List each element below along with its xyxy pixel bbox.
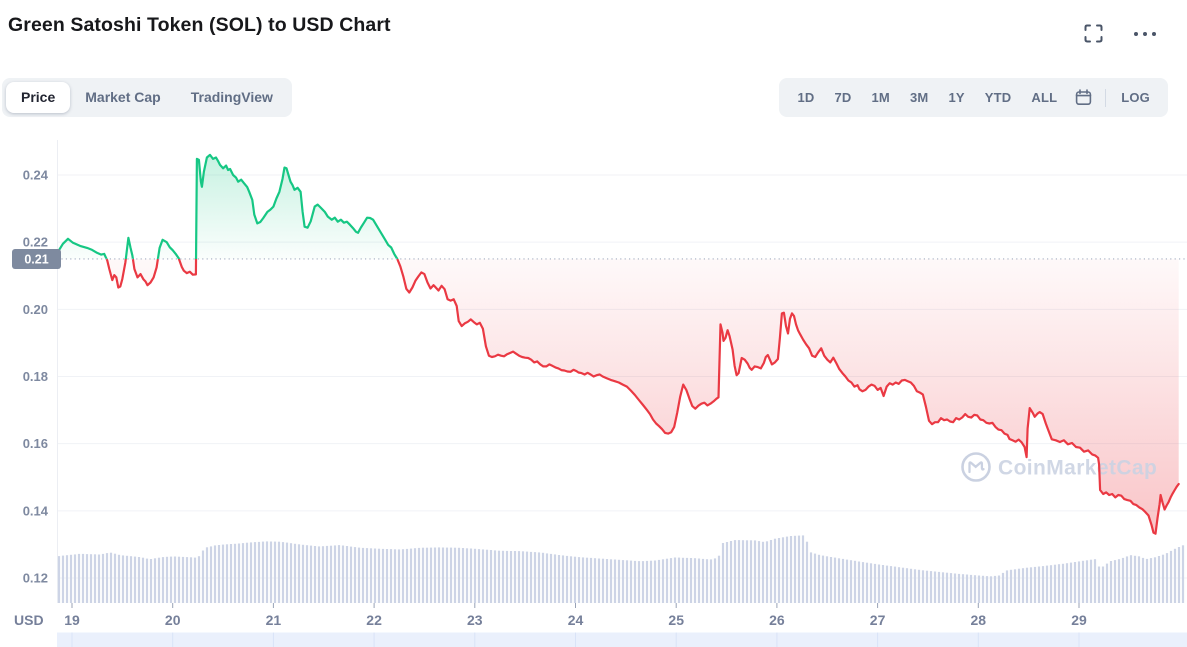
range-1y[interactable]: 1Y (948, 90, 965, 105)
fullscreen-icon[interactable] (1084, 24, 1103, 43)
chart-type-tabs: Price Market Cap TradingView (2, 78, 292, 117)
svg-text:20: 20 (165, 612, 181, 628)
page-title: Green Satoshi Token (SOL) to USD Chart (8, 14, 391, 36)
svg-text:21: 21 (266, 612, 282, 628)
svg-text:22: 22 (366, 612, 382, 628)
volume-bars (57, 535, 1185, 603)
svg-text:0.16: 0.16 (23, 436, 48, 451)
svg-text:CoinMarketCap: CoinMarketCap (998, 457, 1157, 480)
price-area-fill (57, 154, 1179, 534)
svg-text:0.12: 0.12 (23, 570, 48, 585)
svg-text:24: 24 (568, 612, 584, 628)
range-7d[interactable]: 7D (834, 90, 852, 105)
svg-text:27: 27 (870, 612, 886, 628)
svg-text:0.24: 0.24 (23, 168, 49, 183)
more-options-icon[interactable] (1133, 31, 1157, 37)
svg-text:0.21: 0.21 (24, 252, 48, 266)
price-line (56, 153, 1180, 535)
y-axis-labels: 0.24 0.22 0.20 0.18 0.16 0.14 0.12 (23, 168, 49, 586)
svg-text:0.20: 0.20 (23, 302, 48, 317)
svg-text:19: 19 (64, 612, 80, 628)
x-axis-labels: 19 20 21 22 23 24 25 26 27 28 29 USD (14, 603, 1087, 628)
log-scale-toggle[interactable]: LOG (1121, 90, 1150, 105)
svg-text:29: 29 (1071, 612, 1087, 628)
tab-price[interactable]: Price (6, 82, 71, 113)
svg-text:26: 26 (769, 612, 785, 628)
header-actions (1084, 24, 1157, 43)
range-1m[interactable]: 1M (871, 90, 890, 105)
date-range-buttons: 1D 7D 1M 3M 1Y YTD ALL LOG (779, 78, 1168, 117)
range-ytd[interactable]: YTD (984, 90, 1012, 105)
currency-unit-label: USD (14, 612, 44, 628)
divider (1105, 88, 1107, 107)
date-scrubber[interactable] (57, 632, 1187, 647)
svg-text:0.22: 0.22 (23, 235, 48, 250)
tab-tradingview[interactable]: TradingView (190, 89, 273, 105)
svg-text:0.18: 0.18 (23, 369, 48, 384)
svg-text:28: 28 (971, 612, 987, 628)
svg-text:0.14: 0.14 (23, 503, 49, 518)
baseline-price-badge: 0.21 (12, 248, 61, 269)
tab-market-cap[interactable]: Market Cap (85, 89, 161, 105)
range-all[interactable]: ALL (1031, 90, 1058, 105)
chart-toolbar: Price Market Cap TradingView 1D 7D 1M 3M… (0, 78, 1187, 117)
coinmarketcap-watermark: CoinMarketCap (961, 452, 1157, 482)
range-1d[interactable]: 1D (797, 90, 815, 105)
calendar-icon[interactable] (1067, 89, 1100, 106)
svg-text:23: 23 (467, 612, 483, 628)
range-3m[interactable]: 3M (909, 90, 929, 105)
svg-text:25: 25 (668, 612, 684, 628)
